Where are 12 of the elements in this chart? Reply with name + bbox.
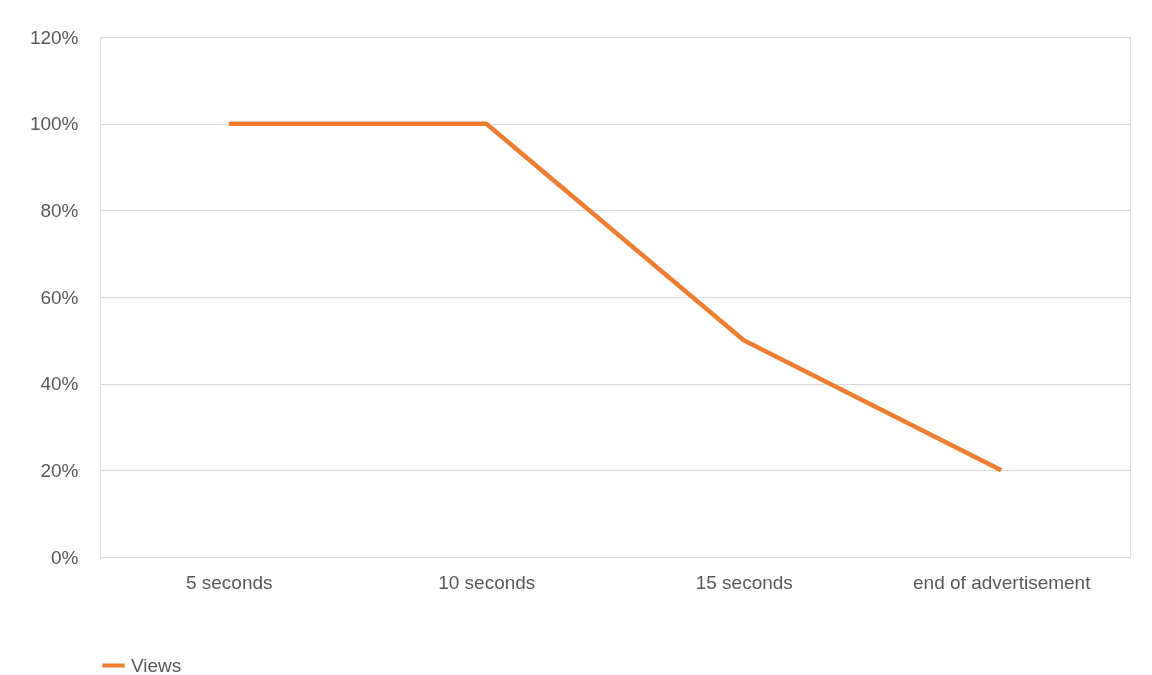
y-tick-label: 60% <box>40 286 79 308</box>
y-tick-label: 80% <box>40 199 79 221</box>
x-tick-label: 15 seconds <box>695 571 793 593</box>
y-tick-label: 120% <box>29 26 79 48</box>
y-tick-label: 40% <box>40 373 79 395</box>
y-tick-label: 20% <box>40 459 79 481</box>
x-tick-label: 10 seconds <box>438 571 536 593</box>
x-tick-label: end of advertisement <box>913 571 1092 593</box>
x-tick-label: 5 seconds <box>185 571 273 593</box>
y-tick-label: 0% <box>51 546 79 568</box>
y-tick-label: 100% <box>29 113 79 135</box>
legend-label: Views <box>131 654 182 675</box>
